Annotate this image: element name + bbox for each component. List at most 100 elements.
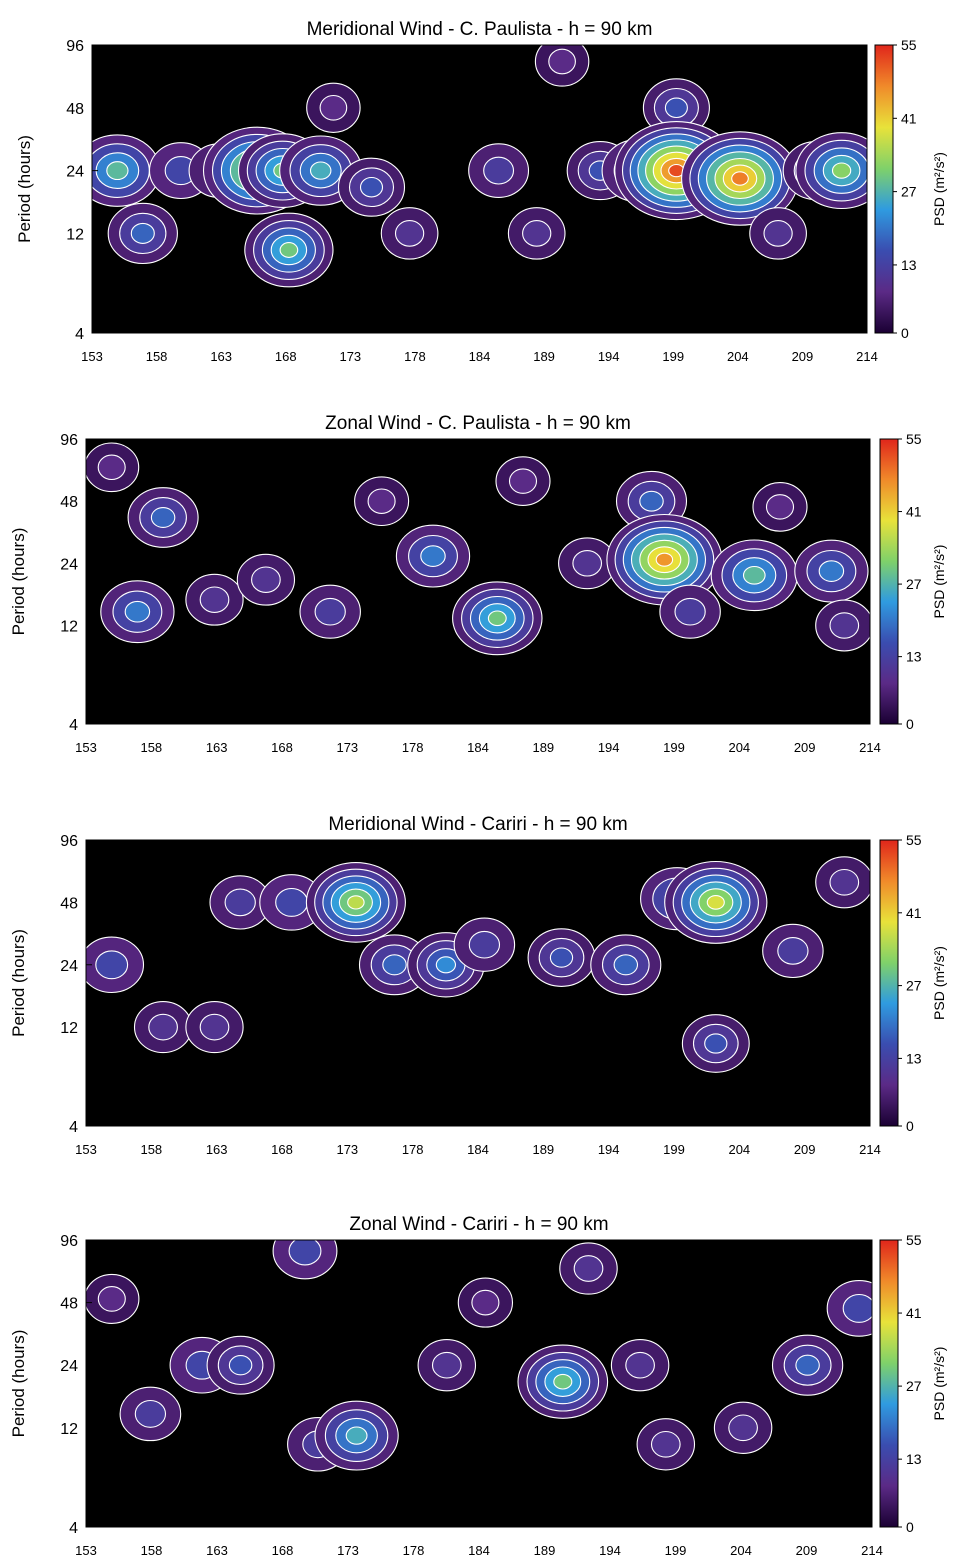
y-axis-label: Period (hours) [9,1330,28,1438]
contour-level [842,1293,872,1323]
colorbar-tick-label: 27 [906,576,922,592]
chart-title: Meridional Wind - C. Paulista - h = 90 k… [307,19,653,40]
x-tick-label: 184 [468,1543,490,1558]
chart-title: Zonal Wind - C. Paulista - h = 90 km [325,413,631,434]
y-tick-label: 12 [60,1020,78,1037]
contour-level [224,888,256,917]
psd-blob [354,476,410,527]
colorbar-tick-label: 55 [906,1232,922,1248]
x-tick-label: 153 [81,349,103,364]
contour-level [199,1013,230,1041]
y-tick-label: 4 [69,1520,78,1537]
contour-level [831,162,852,179]
contour-level [134,1399,167,1428]
chart-panel-2: Zonal Wind - C. Paulista - h = 90 km 96 48… [9,413,947,755]
colorbar-tick-label: 13 [901,257,917,273]
x-tick-label: 204 [730,1543,752,1558]
contour-level [549,947,574,968]
colorbar-tick-label: 41 [906,905,922,921]
psd-blob [517,1344,609,1419]
psd-blob [495,456,551,506]
colorbar-tick-label: 27 [906,1378,922,1394]
x-tick-label: 209 [794,1142,816,1157]
contour-level [548,48,576,75]
x-tick-label: 173 [339,349,361,364]
x-tick-label: 199 [662,349,684,364]
psd-blob [527,928,596,987]
y-tick-label: 48 [60,1296,78,1313]
x-tick-label: 158 [146,349,168,364]
psd-blob [457,1277,514,1328]
psd-blob [468,143,530,198]
psd-blob [209,875,271,930]
y-tick-label: 96 [60,1233,78,1250]
contour-level [483,156,515,185]
contour-level [97,1286,126,1312]
x-tick-label: 209 [794,740,816,755]
x-tick-label: 178 [404,349,426,364]
contour-level [359,176,384,198]
contour-level [655,552,674,567]
contour-level [420,545,446,567]
contour-level [431,1351,462,1379]
psd-blob [681,131,799,226]
contour-level [674,597,706,626]
psd-field [92,45,867,288]
psd-blob [86,1273,140,1324]
x-tick-label: 209 [792,349,814,364]
contour-level [572,550,603,577]
psd-blob [815,599,870,652]
y-tick-label: 4 [75,326,84,343]
contour-level [487,610,507,627]
psd-blob [127,487,199,548]
x-tick-label: 168 [272,1543,294,1558]
contour-level [829,612,860,639]
x-tick-label: 163 [206,1543,228,1558]
contour-level [367,488,396,514]
colorbar-tick-label: 0 [906,1519,914,1535]
psd-blob [259,874,324,931]
psd-blob [185,573,244,626]
y-axis-label: Period (hours) [15,135,34,243]
psd-blob [380,207,439,260]
y-tick-label: 12 [66,226,84,243]
contour-level [124,600,151,623]
psd-blob [681,1014,750,1073]
contour-level [731,171,749,186]
colorbar-tick-label: 0 [901,325,909,341]
x-tick-label: 199 [665,1543,687,1558]
x-tick-label: 189 [534,1543,556,1558]
contour-level [742,565,766,585]
psd-blob [314,1400,399,1471]
contour-level [795,1354,820,1376]
colorbar-tick-label: 27 [901,184,917,200]
colorbar-label: PSD (m²/s²) [931,946,947,1020]
x-tick-label: 163 [206,1142,228,1157]
x-tick-label: 173 [337,1543,359,1558]
psd-blob [590,934,662,996]
x-tick-label: 173 [336,740,358,755]
contour-level [468,930,501,959]
psd-blob [771,1334,844,1396]
contour-level [251,566,281,593]
colorbar-tick-label: 41 [906,504,922,520]
colorbar-label: PSD (m²/s²) [931,1347,947,1421]
x-tick-label: 168 [271,740,293,755]
psd-blob [417,1339,477,1392]
psd-blob [636,1418,696,1471]
contour-level [435,956,457,974]
y-tick-label: 24 [66,164,84,181]
psd-blob [244,212,334,288]
colorbar-tick-label: 27 [906,978,922,994]
contour-level [279,242,299,258]
y-tick-label: 4 [69,1119,78,1136]
psd-blob [713,1401,773,1454]
psd-blob [752,482,808,532]
colorbar: 55 41 27 13 0 PSD (m²/s²) [879,431,947,732]
psd-blob [453,917,516,972]
colorbar-label: PSD (m²/s²) [931,152,947,226]
psd-blob [206,1335,275,1395]
psd-blob [133,1001,193,1054]
colorbar-tick-label: 13 [906,1050,922,1066]
